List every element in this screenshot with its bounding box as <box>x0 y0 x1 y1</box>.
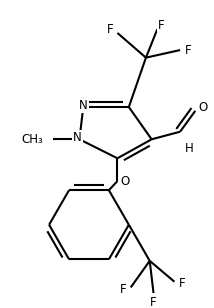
Text: N: N <box>79 99 88 111</box>
Text: F: F <box>107 23 113 36</box>
Text: F: F <box>150 296 157 308</box>
Text: H: H <box>185 142 194 155</box>
Text: F: F <box>120 283 126 296</box>
Text: CH₃: CH₃ <box>22 133 43 146</box>
Text: F: F <box>179 277 185 290</box>
Text: F: F <box>184 43 191 57</box>
Text: F: F <box>158 19 164 32</box>
Text: O: O <box>198 100 208 114</box>
Text: O: O <box>120 175 130 188</box>
Text: N: N <box>73 131 82 144</box>
